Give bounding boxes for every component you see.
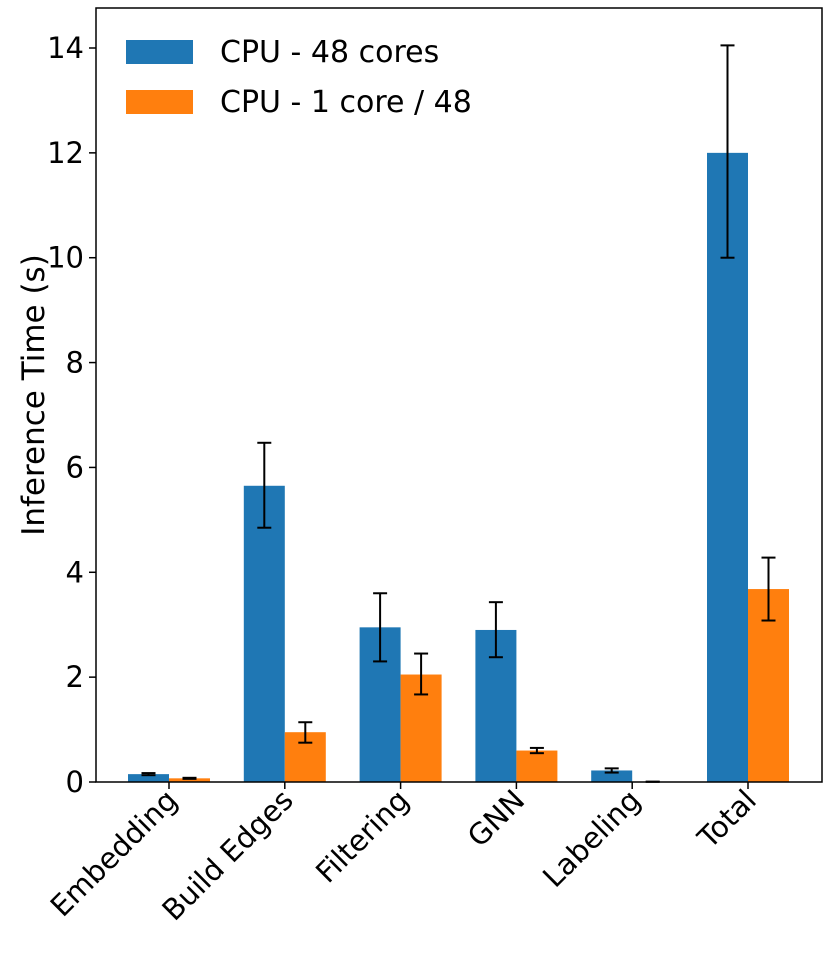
x-tick-label: GNN [461,783,532,854]
error-bars-layer [141,44,776,783]
bar-gnn-series-2 [516,750,558,782]
y-axis: 0 2 4 6 8 10 12 14 [47,31,96,799]
error-bar-total-series-1 [720,44,735,259]
y-tick-label: 6 [66,450,84,484]
error-bar-total-series-2 [761,556,776,622]
y-tick-label: 4 [66,555,84,589]
plot-frame [95,7,823,783]
bar-labeling-series-1 [591,770,633,782]
error-bar-build-edges-series-1 [257,441,272,529]
bars-layer [128,152,789,782]
legend-swatch-series-1 [126,40,193,64]
x-tick-label: Total [690,783,763,856]
plot-area [95,7,823,783]
bar-embedding-series-1 [128,774,169,782]
error-bar-gnn-series-1 [488,601,503,659]
bar-embedding-series-2 [169,778,210,782]
legend: CPU - 48 cores CPU - 1 core / 48 [126,35,472,120]
bar-build-edges-series-1 [243,485,285,782]
legend-swatch-series-2 [126,90,193,114]
error-bar-filtering-series-2 [414,652,429,696]
legend-label-series-2: CPU - 1 core / 48 [220,85,472,120]
y-tick-label: 12 [47,136,84,170]
y-axis-title: Inference Time (s) [16,254,52,536]
error-bar-embedding-series-1 [141,772,156,777]
x-tick-label: Filtering [309,783,416,890]
error-bar-filtering-series-1 [373,592,388,663]
x-tick-label: Labeling [536,783,647,894]
y-tick-label: 2 [66,660,84,694]
y-tick-label: 8 [66,346,84,380]
error-bar-build-edges-series-2 [298,721,313,744]
error-bar-gnn-series-2 [529,746,544,755]
error-bar-embedding-series-2 [182,776,197,780]
error-bar-labeling-series-1 [604,767,619,774]
y-tick-label: 0 [66,765,84,799]
y-tick-label: 10 [47,241,84,275]
y-tick-label: 14 [47,31,84,65]
legend-label-series-1: CPU - 48 cores [220,35,439,70]
